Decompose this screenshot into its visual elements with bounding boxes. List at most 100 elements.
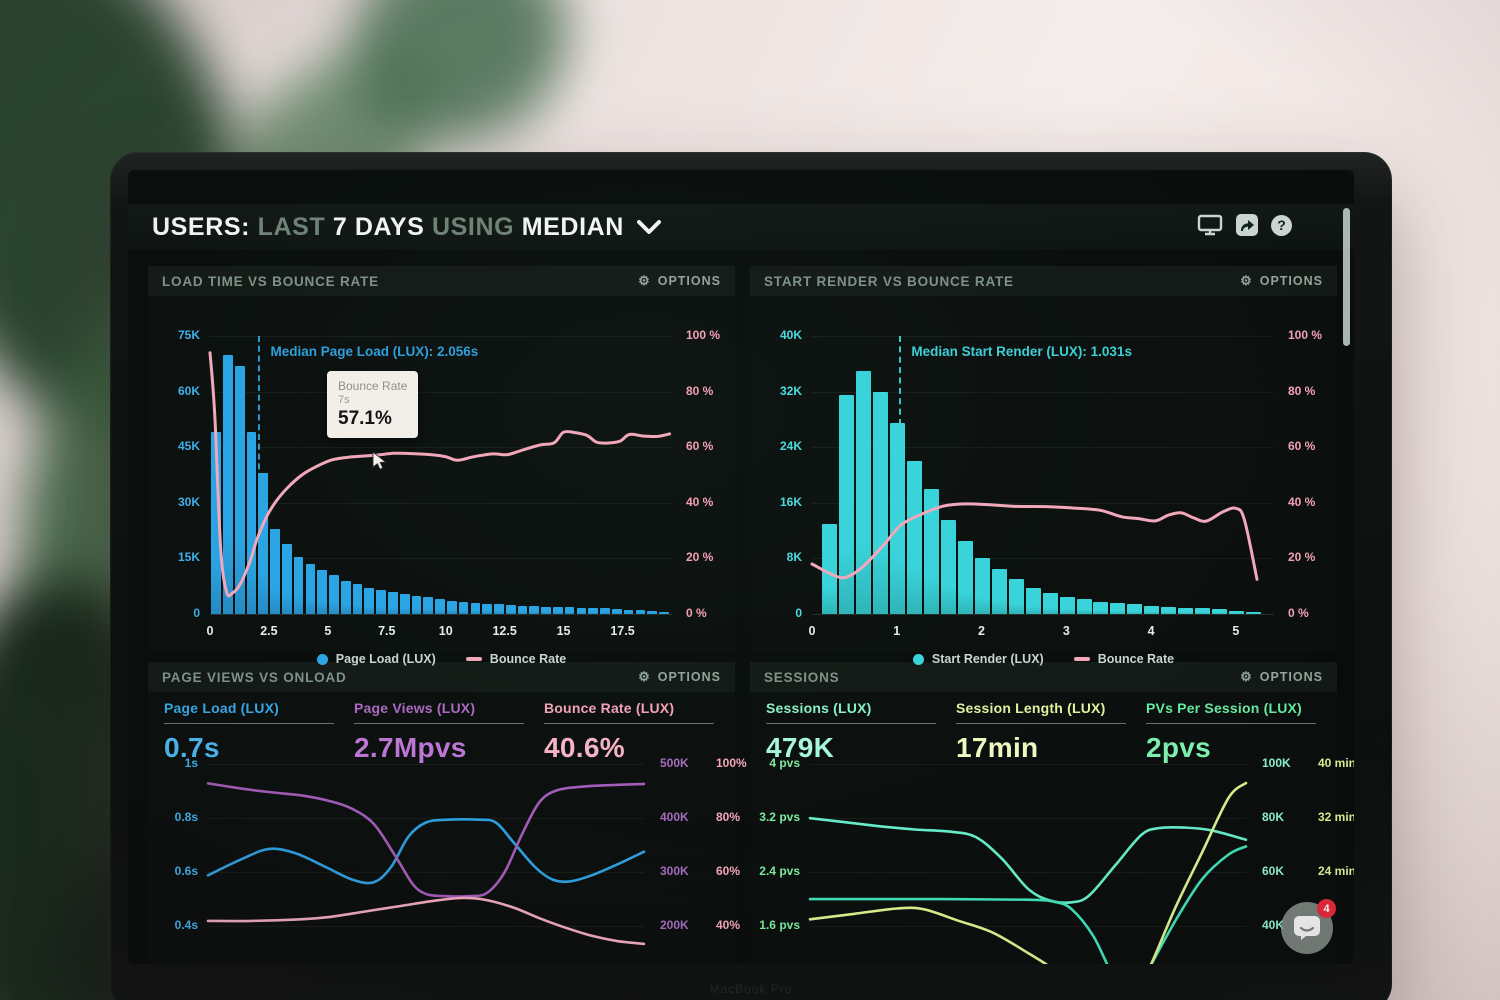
tooltip-x-value: 7s [338,394,350,407]
y-axis-label: 1.6 pvs [759,918,800,933]
histogram-bar [1059,596,1075,614]
histogram-bar [458,601,469,614]
histogram-bar [1093,601,1109,614]
options-button[interactable]: ⚙︎ OPTIONS [1240,273,1323,288]
y-axis-label: 16K [779,494,802,509]
chevron-down-icon [636,219,661,234]
panel-header: PAGE VIEWS VS ONLOAD ⚙︎ OPTIONS [148,662,735,692]
metric: PVs Per Session (LUX) 2pvs [1146,700,1326,764]
x-axis-label: 4 [1147,624,1155,638]
series-page-views-lux- [206,782,646,898]
x-axis-label: 0 [808,624,816,638]
line-series-group [808,781,1248,964]
options-button[interactable]: ⚙︎ OPTIONS [638,273,721,288]
y-axis-label: 2.4 pvs [759,864,800,879]
legend-label: Page Load (LUX) [335,652,436,666]
histogram-bar [446,600,457,614]
histogram-bar [388,591,398,614]
dashboard-screen: USERS: LAST 7 DAYS USING MEDIAN [128,170,1354,964]
histogram-bar [1229,610,1245,614]
y-axis-label: 15K [177,550,200,565]
gridline [210,558,672,560]
histogram-bar [839,395,855,614]
gear-icon: ⚙︎ [638,273,651,288]
chart-plot: 4 pvs 100K 40 min 3.2 pvs 80K 32 min 2.4 pvs 60… [759,756,1354,964]
chart-sessions[interactable]: 4 pvs 100K 40 min 3.2 pvs 80K 32 min 2.4 pvs 60… [750,692,1354,964]
gridline [812,447,1274,449]
y-axis-label-right: 60% [716,864,741,879]
median-label: Median Start Render (LUX): 1.031s [911,344,1132,359]
histogram-bar [1042,593,1058,614]
gridline [812,391,1274,393]
histogram-bar [1025,587,1041,614]
metric: Page Load (LUX) 0.7s [164,700,344,764]
histogram-bar [470,602,481,614]
histogram-bar [1008,579,1024,614]
gear-icon: ⚙︎ [1240,273,1253,288]
y-axis-label-right: 80 % [1288,383,1316,398]
y-axis-label-right: 100% [716,756,747,771]
y-axis-label-right: 80 % [686,383,714,398]
page-title: USERS: LAST 7 DAYS USING MEDIAN [152,213,624,242]
chart-start-render-vs-bounce-rate[interactable]: 40K 100 % 32K 80 % 24K 60 % 16K 40 % 8K 20 % 0 0 % M… [750,296,1337,666]
metric-underline [1146,723,1316,724]
line-series-group [206,782,646,946]
y-axis-label-right: 80K [1262,810,1285,825]
y-axis-label: 0.4s [174,918,198,933]
histogram-bar [553,607,563,614]
chart-plot: 40K 100 % 32K 80 % 24K 60 % 16K 40 % 8K 20 % 0 0 % M… [780,328,1322,638]
gear-icon: ⚙︎ [1240,669,1253,684]
histogram-bar [305,564,316,614]
histogram-bar [399,593,410,614]
histogram-bar [517,605,528,614]
options-button[interactable]: ⚙︎ OPTIONS [638,669,721,684]
x-axis-label: 12.5 [492,624,517,638]
display-icon[interactable] [1197,214,1223,236]
histogram-bar [529,606,540,614]
panel-header: SESSIONS ⚙︎ OPTIONS [750,662,1337,692]
x-axis-label: 10 [438,624,453,638]
chat-widget-button[interactable]: 4 [1281,899,1336,954]
y-axis-label: 1s [184,756,198,771]
help-icon[interactable]: ? [1271,214,1292,236]
x-axis-label: 2 [978,624,986,638]
x-axis-label: 15 [556,624,571,638]
y-axis-label-right: 0 % [686,606,707,620]
scrollbar[interactable] [1343,208,1350,346]
metric-underline [354,723,524,724]
y-axis-label: 0 [795,606,802,620]
y-axis-label-right: 24 min [1318,864,1354,879]
histogram-bar [223,354,233,614]
panel-title: PAGE VIEWS VS ONLOAD [162,669,347,685]
y-axis-label-right: 60K [1262,864,1285,879]
gridline [208,926,644,928]
y-axis-label-right: 100 % [1288,328,1323,342]
date-range-dropdown[interactable]: USERS: LAST 7 DAYS USING MEDIAN [152,213,661,242]
metric-underline [164,723,334,724]
share-icon[interactable] [1236,214,1258,236]
legend-label: Start Render (LUX) [931,652,1044,666]
y-axis-label-right: 40% [716,918,741,933]
x-axis-label: 0 [206,624,214,638]
legend-dot-swatch [912,653,924,665]
x-axis-label: 2.5 [260,624,278,638]
histogram-bar [423,597,434,614]
y-axis-label-right: 300K [660,864,689,879]
metric-label: Sessions (LUX) [766,700,872,716]
bounce-rate-line [810,502,1259,581]
y-axis-label: 0.6s [174,864,198,879]
series-page-load-lux- [206,818,646,885]
chart-load-time-vs-bounce-rate[interactable]: 75K 100 % 60K 80 % 45K 60 % 30K 40 % 15K 20 % 0 0 %… [148,296,735,666]
y-axis-label-right: 40 min [1318,756,1354,771]
cursor-icon [372,451,387,471]
options-button[interactable]: ⚙︎ OPTIONS [1240,669,1323,684]
y-axis-label-right: 100K [1262,756,1291,771]
chart-page-views-vs-onload[interactable]: 1s 500K 100% 0.8s 400K 80% 0.6s 300K 60% 0.4s 200K… [148,692,747,964]
y-axis-label: 60K [177,383,200,398]
gridline [210,447,672,449]
panel-load-time-vs-bounce-rate: LOAD TIME VS BOUNCE RATE ⚙︎ OPTIONS 75K 1… [148,266,735,666]
histogram-bar [340,580,351,614]
y-axis-label-right: 40 % [686,494,714,509]
histogram-bar [1195,608,1211,614]
